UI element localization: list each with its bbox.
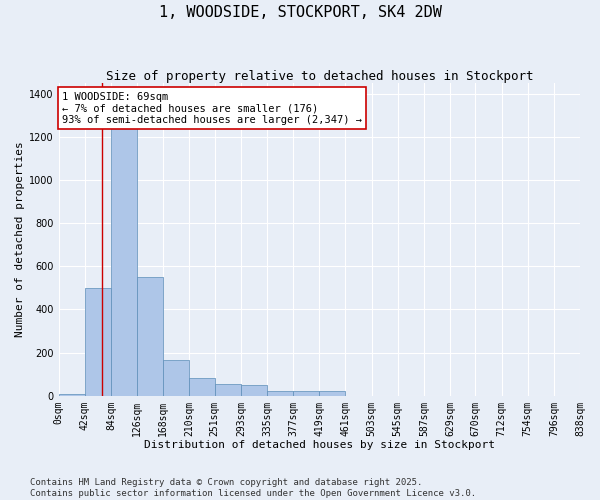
X-axis label: Distribution of detached houses by size in Stockport: Distribution of detached houses by size … <box>144 440 495 450</box>
Y-axis label: Number of detached properties: Number of detached properties <box>15 142 25 337</box>
Text: 1 WOODSIDE: 69sqm
← 7% of detached houses are smaller (176)
93% of semi-detached: 1 WOODSIDE: 69sqm ← 7% of detached house… <box>62 92 362 125</box>
Title: Size of property relative to detached houses in Stockport: Size of property relative to detached ho… <box>106 70 533 83</box>
Bar <box>59 394 85 396</box>
Bar <box>85 288 111 396</box>
Text: 1, WOODSIDE, STOCKPORT, SK4 2DW: 1, WOODSIDE, STOCKPORT, SK4 2DW <box>158 5 442 20</box>
Bar <box>111 122 137 396</box>
Bar <box>190 378 215 396</box>
Bar <box>215 384 241 396</box>
Text: Contains HM Land Registry data © Crown copyright and database right 2025.
Contai: Contains HM Land Registry data © Crown c… <box>30 478 476 498</box>
Bar <box>163 360 190 396</box>
Bar <box>267 392 293 396</box>
Bar <box>293 392 319 396</box>
Bar <box>319 392 346 396</box>
Bar <box>241 385 267 396</box>
Bar <box>137 277 163 396</box>
